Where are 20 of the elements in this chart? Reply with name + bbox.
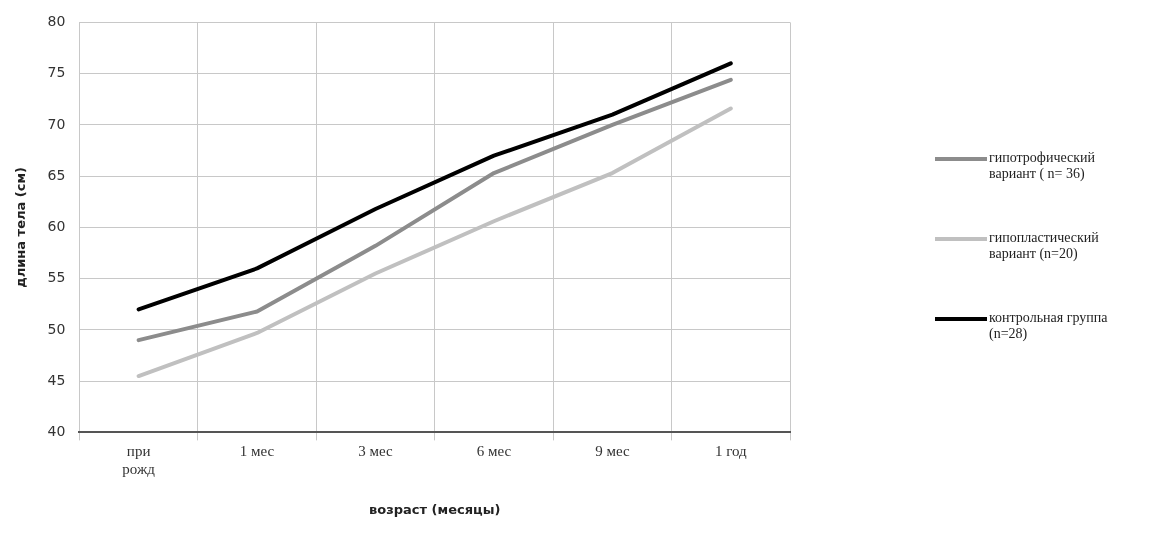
legend-label: гипотрофический вариант ( n= 36) xyxy=(989,150,1096,182)
y-axis-title: длина тела (см) xyxy=(13,167,29,288)
y-tick-label: 65 xyxy=(47,166,66,183)
y-tick-label: 40 xyxy=(47,423,66,440)
y-tick-label: 45 xyxy=(47,371,66,388)
x-tick-label: 9 мес xyxy=(595,443,630,460)
y-tick-label: 70 xyxy=(47,115,66,132)
x-tick-label: 1 мес xyxy=(239,443,275,460)
x-tick-label: 1 год xyxy=(714,443,748,460)
y-tick-label: 75 xyxy=(47,64,66,81)
y-tick-label: 55 xyxy=(47,269,66,286)
legend-label: гипопластический вариант (n=20) xyxy=(989,230,1100,262)
y-tick-label: 50 xyxy=(47,320,66,337)
x-tick-label: 3 мес xyxy=(358,443,394,460)
y-tick-label: 60 xyxy=(47,218,66,235)
y-tick-label: 80 xyxy=(47,13,66,30)
legend-label: контрольная группа (n=28) xyxy=(989,310,1109,342)
x-axis-title: возраст (месяцы) xyxy=(369,501,501,517)
x-tick-label: при рожд xyxy=(122,443,156,478)
x-tick-label: 6 мес xyxy=(476,443,512,460)
